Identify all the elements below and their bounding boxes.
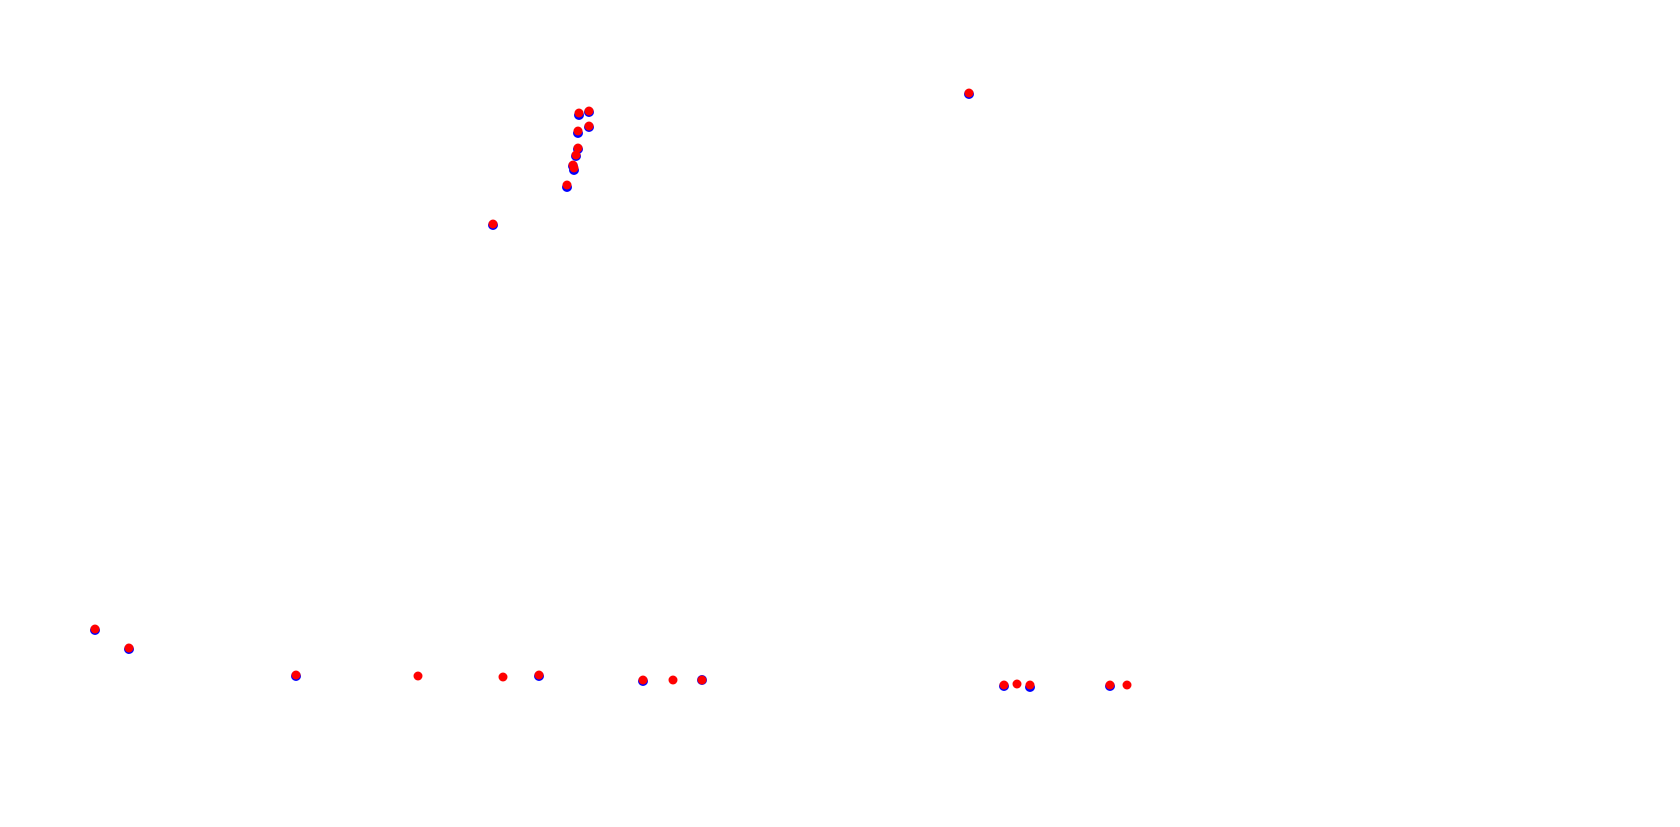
point bbox=[413, 671, 423, 681]
point bbox=[124, 643, 134, 653]
point bbox=[562, 180, 572, 190]
point bbox=[573, 143, 583, 153]
point bbox=[568, 160, 578, 170]
point bbox=[534, 670, 544, 680]
point bbox=[90, 624, 100, 634]
point bbox=[964, 88, 974, 98]
point bbox=[291, 670, 301, 680]
point bbox=[999, 680, 1009, 690]
point bbox=[1122, 680, 1132, 690]
point bbox=[668, 675, 678, 685]
point bbox=[1105, 680, 1115, 690]
point bbox=[1012, 679, 1022, 689]
point bbox=[584, 121, 594, 131]
point bbox=[638, 675, 648, 685]
point bbox=[498, 672, 508, 682]
point bbox=[1025, 680, 1035, 690]
point bbox=[584, 106, 594, 116]
point bbox=[697, 675, 707, 685]
point bbox=[571, 150, 581, 160]
point bbox=[573, 126, 583, 136]
point bbox=[574, 108, 584, 118]
point bbox=[488, 219, 498, 229]
